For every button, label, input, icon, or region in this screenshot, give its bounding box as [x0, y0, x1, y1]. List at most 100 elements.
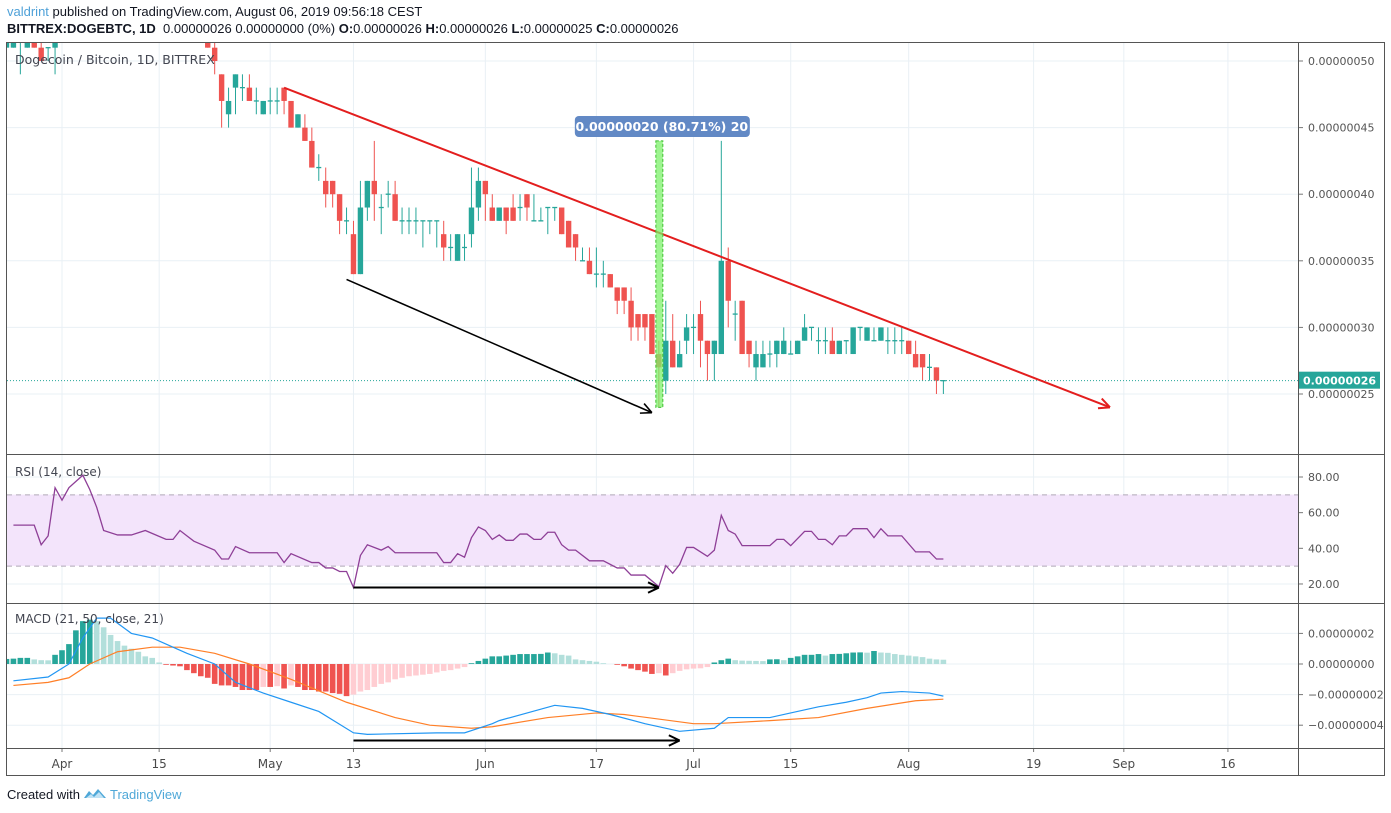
time-axis-label: 16 [1220, 757, 1235, 771]
macd-histogram-bar [350, 664, 357, 695]
macd-arrow-head [668, 739, 681, 747]
macd-histogram-bar [267, 664, 273, 687]
candle [878, 327, 884, 341]
candle-body [676, 354, 683, 368]
macd-histogram-bar [59, 650, 65, 664]
macd-histogram-bar [558, 654, 565, 664]
macd-histogram-bar [551, 653, 558, 664]
rsi-axis-label: 40.00 [1308, 542, 1340, 555]
candle [406, 207, 412, 235]
high-label: H: [425, 21, 440, 36]
candle-body [642, 314, 648, 328]
macd-histogram-bar [121, 645, 128, 664]
candle-body [670, 340, 676, 368]
macd-histogram-bar [669, 664, 676, 674]
candle-body [7, 43, 10, 48]
macd-histogram-bar [107, 634, 114, 664]
candle-body [371, 180, 377, 195]
macd-histogram-bar [191, 664, 197, 674]
macd-histogram-bar [80, 621, 86, 664]
candle-body [496, 207, 502, 221]
price-pane[interactable]: 0.00000020 (80.71%) 20 [4, 21, 1298, 414]
candle [392, 180, 398, 221]
candle [704, 340, 711, 381]
candle [774, 340, 780, 368]
candle [274, 87, 280, 115]
measure-label: 0.00000020 (80.71%) 20 [576, 119, 749, 134]
rsi-pane[interactable] [7, 474, 1298, 594]
candle-body [218, 74, 225, 101]
macd-histogram-bar [905, 655, 912, 664]
candle [357, 180, 364, 275]
candle [19, 43, 21, 75]
macd-histogram-bar [676, 664, 683, 671]
candle-body [614, 287, 620, 301]
macd-histogram-bar [780, 660, 787, 664]
candle-body [933, 367, 940, 381]
candle-body [919, 354, 926, 368]
candle-body [392, 194, 398, 221]
candle [448, 234, 454, 261]
macd-histogram-bar [225, 664, 232, 686]
macd-histogram-bar [420, 664, 426, 675]
candle-body [31, 43, 37, 48]
candle-body [628, 300, 634, 328]
symbol-label: BITTREX:DOGEBTC, 1D [7, 21, 156, 36]
candle [718, 140, 724, 355]
macd-histogram-bar [801, 654, 808, 664]
candle-body [281, 87, 287, 101]
candle [628, 287, 634, 341]
macd-histogram-bar [885, 652, 891, 664]
author-link[interactable]: valdrint [7, 4, 49, 19]
candle [843, 340, 849, 355]
macd-histogram-bar [336, 664, 343, 694]
candle [767, 340, 773, 368]
candle [683, 314, 690, 355]
candle [607, 274, 613, 288]
rsi-axis-label: 80.00 [1308, 471, 1340, 484]
candle [323, 167, 329, 208]
candle [441, 220, 447, 261]
time-axis-label: 17 [589, 757, 604, 771]
candle-body [607, 274, 613, 288]
macd-histogram-bar [787, 657, 794, 664]
macd-pane[interactable] [4, 617, 947, 747]
candle [7, 43, 10, 48]
candle [711, 340, 718, 381]
price-axis-label: 0.00000040 [1308, 188, 1374, 201]
candle-body [558, 207, 565, 235]
macd-histogram-bar [739, 660, 745, 664]
macd-histogram-bar [621, 664, 627, 667]
macd-histogram-bar [218, 664, 225, 686]
candle [538, 207, 544, 222]
candle-body [794, 340, 801, 355]
macd-histogram-bar [635, 664, 641, 671]
candle [316, 154, 322, 181]
candle-body [850, 327, 856, 355]
macd-histogram-bar [413, 664, 419, 676]
candle-body [760, 354, 766, 368]
candle [344, 207, 350, 235]
candle-body [468, 207, 475, 235]
macd-histogram-bar [385, 664, 391, 683]
open-value: 0.00000026 [353, 21, 422, 36]
macd-histogram-bar [572, 659, 579, 664]
time-axis-label: Apr [52, 757, 73, 771]
macd-histogram-bar [177, 664, 183, 667]
macd-histogram-bar [774, 659, 780, 664]
macd-pane-title: MACD (21, 50, close, 21) [15, 612, 164, 626]
time-axis-label: 13 [346, 757, 361, 771]
candle [218, 74, 225, 128]
tradingview-link[interactable]: TradingView [109, 787, 182, 802]
candle-body [621, 287, 627, 301]
candle [482, 180, 489, 221]
macd-histogram-bar [725, 658, 732, 664]
candle [385, 180, 391, 208]
candle-body [725, 260, 731, 301]
candle [892, 327, 898, 355]
candle [246, 74, 253, 101]
candle-body [524, 194, 530, 208]
macd-histogram-bar [940, 659, 947, 664]
candle [496, 207, 502, 221]
chart[interactable]: 0.00000020 (80.71%) 20 Apr 15 May 13 Jun 17 Ju… [0, 0, 1391, 780]
